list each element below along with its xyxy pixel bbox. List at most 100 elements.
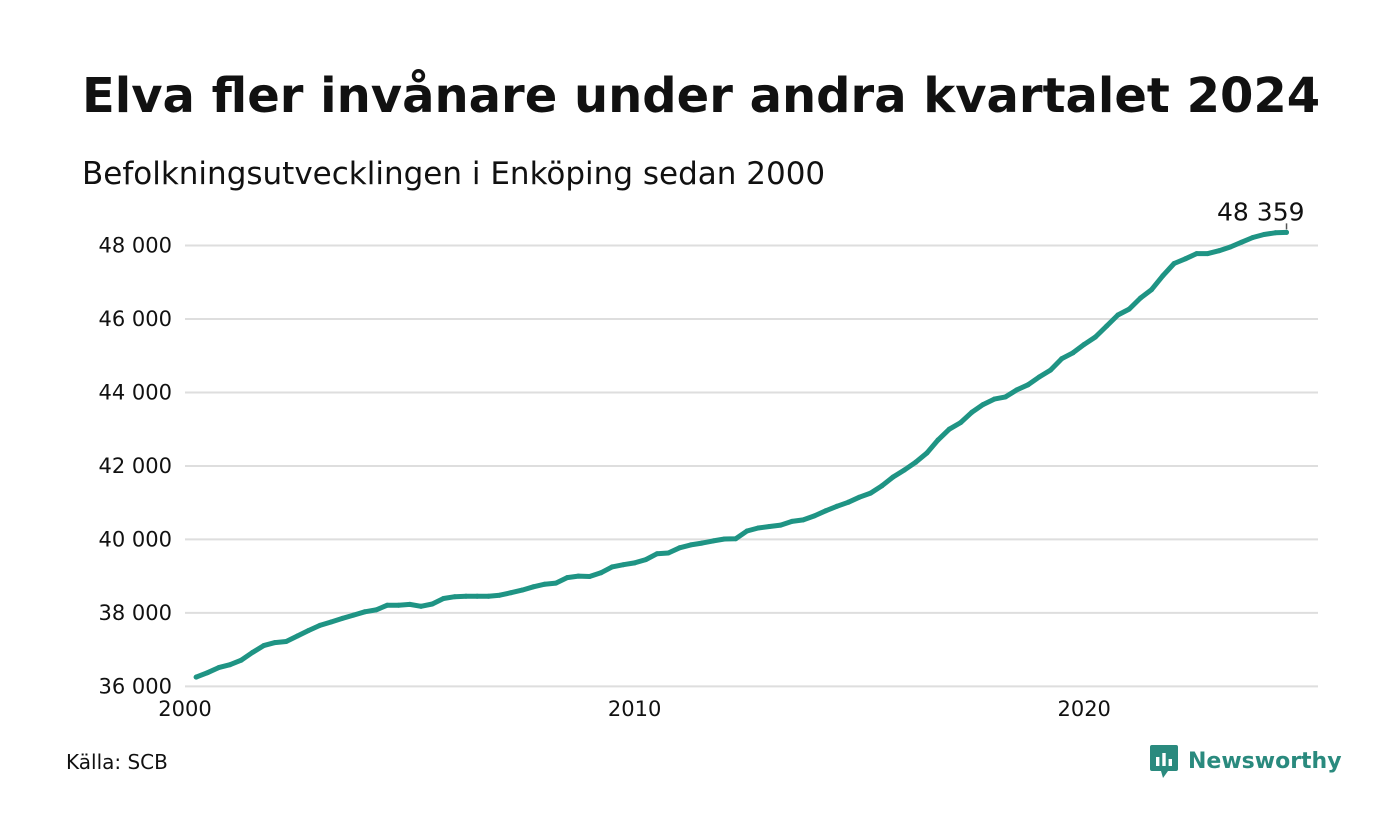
data-point bbox=[272, 640, 278, 646]
data-point bbox=[744, 528, 750, 534]
data-point bbox=[1003, 394, 1008, 400]
data-point bbox=[991, 396, 997, 402]
data-point bbox=[688, 542, 694, 548]
data-point bbox=[1239, 239, 1245, 245]
data-point bbox=[418, 603, 424, 609]
data-point bbox=[564, 575, 570, 581]
data-point bbox=[553, 580, 559, 586]
newsworthy-logo-icon bbox=[1149, 744, 1179, 780]
data-point bbox=[643, 557, 649, 563]
data-point bbox=[632, 560, 638, 566]
data-point bbox=[710, 538, 716, 544]
data-point bbox=[339, 615, 345, 621]
data-point bbox=[1092, 334, 1098, 340]
data-point bbox=[530, 584, 536, 590]
data-point bbox=[1036, 374, 1042, 380]
data-point bbox=[1059, 356, 1065, 362]
data-point bbox=[1284, 229, 1289, 235]
data-point bbox=[452, 594, 458, 600]
data-point bbox=[620, 562, 626, 568]
data-point bbox=[901, 467, 907, 473]
data-point bbox=[306, 628, 312, 633]
data-point bbox=[587, 574, 593, 579]
data-point bbox=[1194, 251, 1200, 257]
data-point bbox=[1081, 341, 1087, 347]
data-point bbox=[1014, 387, 1020, 393]
data-point bbox=[1182, 256, 1188, 262]
y-tick-label: 44 000 bbox=[99, 380, 172, 404]
y-axis-tick-labels: 36 000 38 000 40 000 42 000 44 000 46 000 48 0… bbox=[99, 234, 172, 699]
data-point bbox=[733, 536, 739, 542]
chart-title: Elva fler invånare under andra kvartalet… bbox=[82, 68, 1321, 124]
data-point bbox=[1025, 382, 1031, 388]
data-point bbox=[800, 517, 806, 523]
y-tick-label: 48 000 bbox=[99, 234, 172, 258]
data-point bbox=[1171, 261, 1177, 266]
source-note: Källa: SCB bbox=[66, 750, 168, 774]
data-point bbox=[407, 601, 413, 607]
data-point bbox=[834, 503, 840, 509]
gridlines bbox=[185, 244, 1318, 688]
data-point bbox=[789, 518, 795, 524]
data-point bbox=[396, 602, 402, 608]
data-point bbox=[294, 633, 300, 639]
data-point bbox=[317, 622, 323, 628]
data-point bbox=[969, 409, 975, 415]
y-tick-label: 38 000 bbox=[99, 601, 172, 625]
x-tick-label: 2020 bbox=[1057, 697, 1110, 721]
x-axis-tick-labels: 2000 2010 2020 bbox=[158, 697, 1111, 721]
data-point bbox=[598, 570, 604, 576]
data-point bbox=[1137, 295, 1143, 301]
data-point bbox=[654, 551, 660, 557]
data-point bbox=[778, 522, 784, 528]
data-point bbox=[665, 550, 671, 556]
x-tick-label: 2000 bbox=[158, 697, 211, 721]
data-point bbox=[868, 490, 874, 496]
data-point bbox=[474, 593, 480, 599]
data-point bbox=[699, 540, 705, 546]
data-point bbox=[508, 590, 514, 596]
data-point bbox=[1250, 235, 1256, 240]
data-point bbox=[486, 593, 491, 599]
brand-logo: Newsworthy bbox=[1149, 744, 1342, 780]
y-tick-label: 36 000 bbox=[99, 674, 172, 698]
data-point bbox=[755, 525, 761, 531]
data-point bbox=[924, 450, 930, 456]
data-point bbox=[351, 612, 357, 618]
data-point bbox=[497, 592, 503, 598]
data-point bbox=[519, 587, 525, 593]
data-point bbox=[958, 420, 964, 426]
data-point bbox=[216, 665, 222, 671]
data-point bbox=[227, 662, 233, 668]
data-point bbox=[677, 545, 683, 551]
data-point bbox=[1070, 350, 1076, 356]
data-point bbox=[913, 459, 919, 465]
data-point bbox=[722, 536, 727, 542]
data-point bbox=[1115, 312, 1121, 318]
data-point bbox=[1149, 287, 1155, 293]
y-tick-label: 42 000 bbox=[99, 454, 172, 478]
data-point bbox=[845, 499, 851, 505]
data-point bbox=[1048, 367, 1053, 373]
data-point bbox=[283, 639, 289, 644]
data-point bbox=[823, 508, 829, 514]
data-point bbox=[362, 609, 368, 615]
data-point bbox=[249, 650, 255, 655]
last-value-label: 48 359 bbox=[1217, 197, 1304, 226]
data-point bbox=[1126, 306, 1132, 312]
data-point bbox=[1216, 248, 1222, 254]
line-chart: 36 000 38 000 40 000 42 000 44 000 46 000 48 0… bbox=[99, 197, 1318, 721]
data-point bbox=[609, 564, 615, 570]
data-point bbox=[261, 643, 267, 649]
data-point bbox=[373, 607, 379, 613]
data-point bbox=[193, 674, 199, 680]
brand-name: Newsworthy bbox=[1188, 749, 1342, 774]
data-point bbox=[205, 670, 210, 676]
data-point bbox=[935, 437, 941, 443]
data-point bbox=[946, 426, 952, 432]
data-point bbox=[879, 483, 885, 489]
data-point bbox=[980, 402, 986, 408]
data-point bbox=[1104, 323, 1110, 329]
data-point bbox=[890, 474, 896, 480]
x-tick-label: 2010 bbox=[608, 697, 661, 721]
